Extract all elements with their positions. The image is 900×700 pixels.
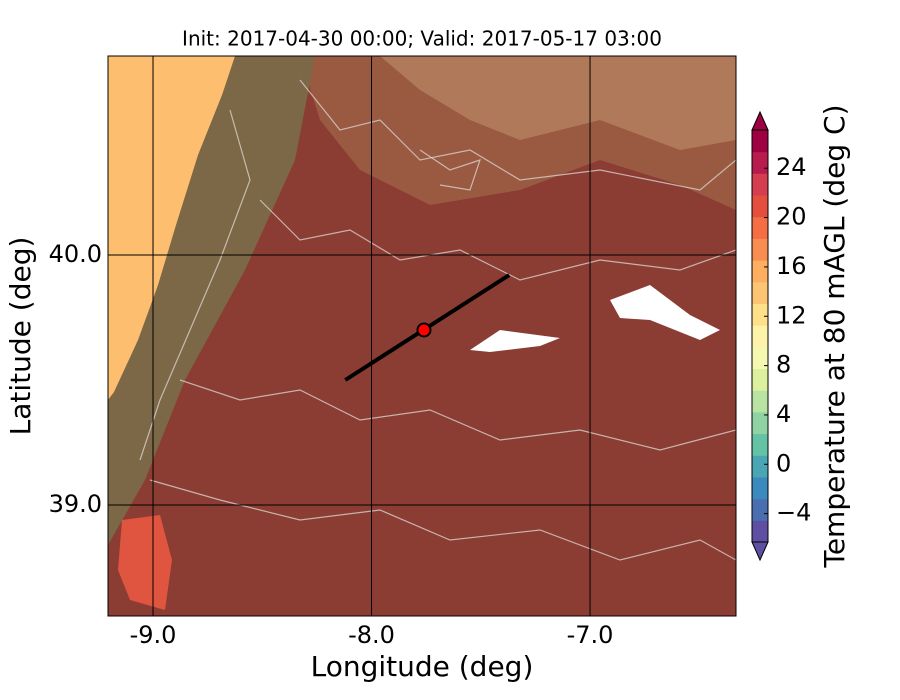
colorbar-band [752,195,768,218]
colorbar-band [752,151,768,174]
colorbar-tick-label: 20 [776,203,807,231]
colorbar-band [752,411,768,435]
colorbar-tick-label: 12 [776,301,807,329]
colorbar-label: Temperature at 80 mAGL (deg C) [818,104,851,568]
colorbar-tick-label: 16 [776,252,807,280]
colorbar-band [752,238,768,261]
colorbar-band [752,498,768,521]
colorbar-extend-max [751,110,769,131]
x-tick-label: -8.0 [348,621,395,649]
x-axis-label: Longitude (deg) [311,650,534,683]
chart-title: Init: 2017-04-30 00:00; Valid: 2017-05-1… [182,27,662,51]
x-tick-label: -7.0 [567,621,614,649]
colorbar-band [752,346,768,370]
plot-frame [107,55,737,617]
colorbar-band [752,455,768,478]
y-tick-label: 39.0 [49,490,102,518]
colorbar-band [752,216,768,239]
colorbar-tick-label: −4 [776,499,811,527]
colorbar-tick-label: 0 [776,449,791,477]
colorbar-band [752,325,768,348]
colorbar-tick-label: 8 [776,351,791,379]
y-tick-label: 40.0 [49,240,102,268]
colorbar-band [752,520,768,543]
colorbar-band [752,390,768,413]
colorbar-band [752,260,768,283]
colorbar-band [752,130,768,153]
colorbar-band [752,281,768,304]
map-background [108,56,736,616]
colorbar-band [752,173,768,196]
point-marker [416,322,432,338]
colorbar-tick-label: 24 [776,153,807,181]
colorbar-band [752,303,768,326]
colorbar-band [752,368,768,391]
colorbar-tick-label: 4 [776,400,791,428]
y-axis-label: Latitude (deg) [4,237,37,436]
colorbar-band [752,433,768,456]
colorbar-band [752,476,768,500]
colorbar-extend-min [751,541,769,562]
colorbar-frame [751,129,769,543]
x-tick-label: -9.0 [130,621,177,649]
